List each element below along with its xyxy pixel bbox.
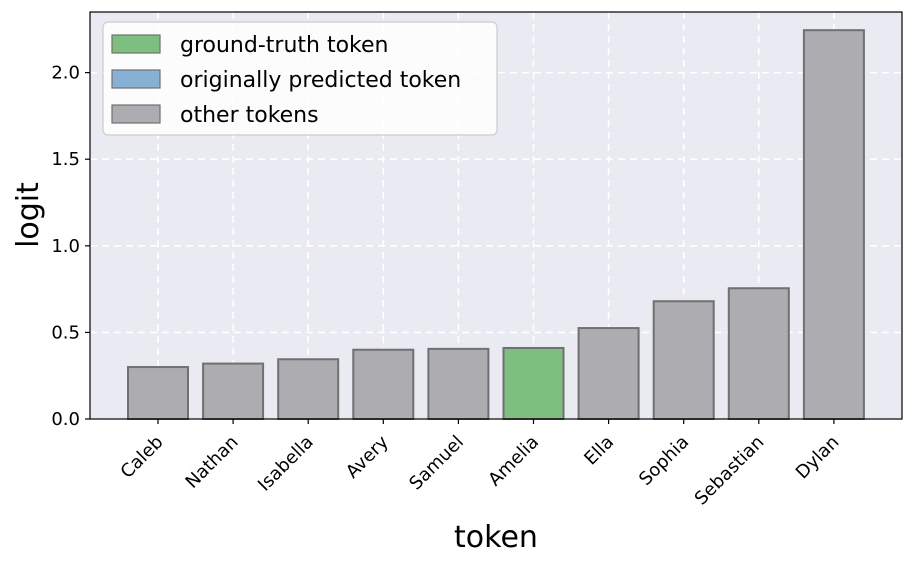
y-tick-label: 2.0 xyxy=(51,63,80,84)
x-tick-label: Amelia xyxy=(484,432,543,491)
bar-samuel xyxy=(427,347,490,421)
bar-caleb xyxy=(127,366,189,420)
x-tick-label: Caleb xyxy=(117,432,168,483)
legend-label-ground_truth: ground-truth token xyxy=(180,33,388,58)
legend-swatch-ground_truth xyxy=(111,34,161,54)
y-axis: 0.0 0.5 1.0 1.5 2.0 xyxy=(51,63,90,430)
x-tick-label: Sebastian xyxy=(691,432,769,510)
legend-label-other: other tokens xyxy=(180,103,319,128)
bar-avery xyxy=(352,348,415,421)
x-axis: Caleb Nathan Isabella Avery Samuel Amelia Ella… xyxy=(117,419,844,510)
legend-swatch-other xyxy=(111,104,161,124)
x-tick-label: Samuel xyxy=(405,432,468,495)
y-tick-label: 1.5 xyxy=(51,149,80,170)
x-tick-label: Sophia xyxy=(635,432,693,490)
x-tick-label: Ella xyxy=(580,432,618,470)
bar-isabella xyxy=(277,358,340,420)
bar-dylan xyxy=(802,29,865,420)
x-axis-title: token xyxy=(454,520,538,555)
y-axis-title: logit xyxy=(11,182,46,248)
x-tick-label: Isabella xyxy=(254,432,318,496)
x-tick-label: Dylan xyxy=(792,432,844,484)
x-tick-label: Nathan xyxy=(182,432,243,493)
bar-sebastian xyxy=(727,287,790,420)
bar-nathan xyxy=(202,362,265,421)
x-tick-label: Avery xyxy=(342,431,393,482)
legend-swatch-predicted xyxy=(111,69,161,89)
bars xyxy=(127,29,865,421)
y-tick-label: 0.5 xyxy=(51,322,80,343)
bar-ella xyxy=(577,327,640,420)
legend-frame xyxy=(102,21,498,136)
y-tick-label: 1.0 xyxy=(51,236,80,257)
legend: ground-truth token originally predicted t… xyxy=(102,21,498,136)
bar-sophia xyxy=(652,300,715,421)
y-tick-label: 0.0 xyxy=(51,409,80,430)
bar-amelia xyxy=(502,346,565,420)
legend-label-predicted: originally predicted token xyxy=(180,68,461,93)
plot-frame xyxy=(89,11,903,420)
